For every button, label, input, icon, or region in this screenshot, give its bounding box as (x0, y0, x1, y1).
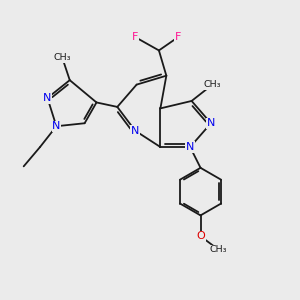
Text: N: N (186, 142, 194, 152)
Text: N: N (43, 93, 52, 103)
Text: N: N (207, 118, 215, 128)
Text: F: F (132, 32, 138, 42)
Text: F: F (175, 32, 181, 42)
Text: O: O (196, 231, 205, 241)
Text: CH₃: CH₃ (54, 53, 71, 62)
Text: CH₃: CH₃ (204, 80, 221, 89)
Text: N: N (52, 121, 61, 131)
Text: N: N (131, 126, 139, 136)
Text: CH₃: CH₃ (210, 245, 227, 254)
